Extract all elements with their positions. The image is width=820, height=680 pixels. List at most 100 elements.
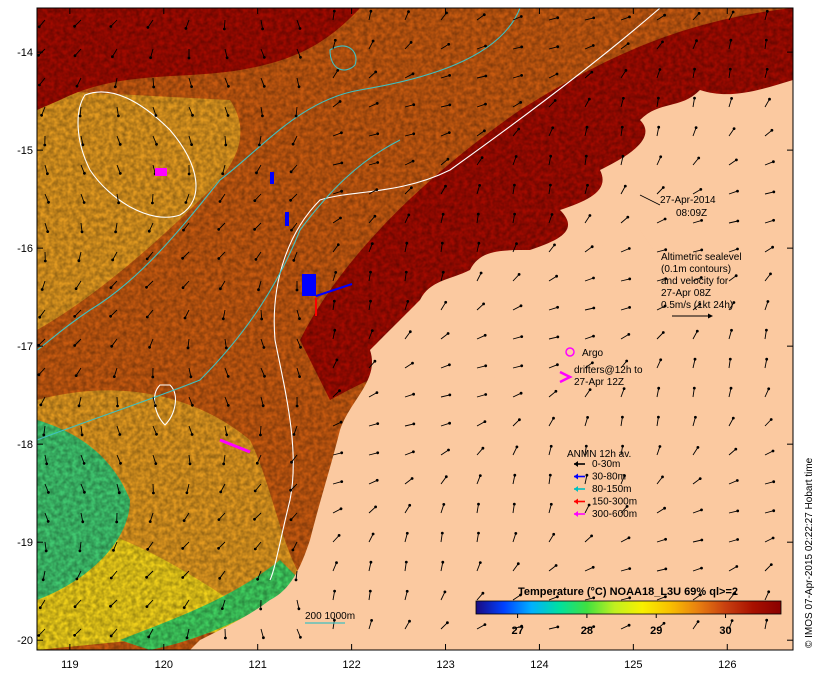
- velocity-arrowhead-363: [217, 518, 221, 521]
- velocity-arrow-140: [548, 185, 551, 195]
- velocity-arrow-44: [114, 77, 118, 87]
- velocity-arrow-355: [728, 480, 738, 485]
- velocity-arrowhead-131: [184, 201, 188, 204]
- velocity-arrow-313: [728, 417, 734, 427]
- velocity-arrow-356: [764, 481, 774, 485]
- velocity-arrow-319: [188, 454, 191, 464]
- velocity-arrowhead-181: [477, 241, 481, 245]
- velocity-arrow-297: [152, 425, 157, 435]
- velocity-arrowhead-151: [147, 229, 151, 233]
- velocity-arrow-107: [116, 164, 121, 174]
- velocity-arrow-167: [764, 219, 774, 224]
- velocity-arrow-341: [220, 483, 226, 493]
- velocity-arrow-75: [476, 103, 486, 108]
- velocity-arrowhead-429: [333, 589, 336, 593]
- velocity-arrow-136: [404, 187, 412, 195]
- velocity-arrowhead-68: [191, 113, 194, 117]
- velocity-arrow-220: [404, 301, 409, 311]
- velocity-arrowhead-192: [109, 286, 113, 289]
- velocity-arrow-203: [548, 275, 557, 282]
- velocity-arrowhead-70: [261, 114, 264, 118]
- velocity-arrow-275: [116, 396, 118, 407]
- velocity-arrow-210: [39, 309, 46, 318]
- velocity-arrowhead-425: [182, 606, 186, 609]
- velocity-arrow-368: [440, 504, 445, 514]
- mooring-cluster-blue: [302, 274, 316, 296]
- velocity-arrowhead-137: [410, 186, 413, 190]
- argo-legend: Argo drifters@12h to 27-Apr 12Z: [559, 347, 643, 388]
- velocity-arrow-272: [764, 359, 768, 369]
- velocity-arrow-112: [290, 164, 298, 173]
- velocity-arrowhead-79: [587, 97, 591, 101]
- velocity-arrowhead-129: [117, 201, 120, 205]
- velocity-arrowhead-271: [693, 357, 697, 361]
- velocity-arrow-123: [692, 157, 700, 166]
- mooring-blue-north: [270, 172, 274, 184]
- velocity-arrowhead-32: [409, 41, 413, 44]
- velocity-arrowhead-205: [592, 276, 595, 280]
- velocity-arrow-68: [224, 106, 229, 116]
- velocity-arrowhead-164: [626, 215, 630, 219]
- velocity-arrow-224: [548, 306, 558, 311]
- velocity-arrowhead-362: [182, 519, 186, 522]
- date-line-2: 08:09Z: [676, 208, 707, 219]
- velocity-arrowhead-14: [519, 15, 523, 18]
- velocity-arrow-152: [218, 222, 226, 230]
- velocity-arrow-86: [116, 135, 121, 145]
- velocity-arrowhead-155: [290, 228, 293, 232]
- velocity-arrowhead-238: [262, 346, 266, 349]
- velocity-arrowhead-334: [696, 446, 700, 449]
- velocity-arrow-246: [584, 335, 594, 340]
- velocity-arrow-146: [764, 191, 774, 195]
- velocity-arrowhead-412: [478, 561, 482, 564]
- velocity-arrowhead-227: [628, 306, 631, 309]
- velocity-arrowhead-40: [695, 39, 698, 43]
- velocity-arrow-428: [332, 591, 336, 601]
- velocity-arrow-286: [512, 392, 522, 398]
- velocity-arrow-141: [584, 185, 588, 195]
- velocity-arrow-389: [440, 533, 443, 543]
- velocity-arrowhead-454: [483, 623, 487, 626]
- velocity-arrow-324: [368, 452, 378, 456]
- velocity-arrow-206: [656, 278, 666, 282]
- velocity-arrow-18: [692, 12, 700, 21]
- velocity-arrowhead-174: [217, 257, 221, 260]
- velocity-arrow-131: [219, 193, 226, 202]
- velocity-arrow-14: [548, 17, 558, 21]
- velocity-arrow-56: [548, 73, 558, 79]
- velocity-arrow-45: [152, 77, 155, 88]
- velocity-arrowhead-366: [339, 507, 343, 511]
- velocity-arrowhead-157: [373, 214, 377, 218]
- velocity-arrowhead-119: [514, 155, 518, 158]
- velocity-arrow-265: [512, 365, 522, 369]
- velocity-arrowhead-456: [556, 625, 560, 629]
- velocity-arrowhead-178: [370, 242, 374, 246]
- velocity-arrow-1: [74, 19, 82, 27]
- velocity-arrow-397: [728, 539, 738, 543]
- velocity-arrow-259: [296, 367, 301, 377]
- velocity-arrowhead-125: [735, 158, 738, 162]
- velocity-arrowhead-122: [621, 154, 625, 158]
- velocity-arrowhead-15: [556, 16, 560, 20]
- velocity-arrowhead-292: [692, 386, 696, 390]
- velocity-arrow-153: [254, 222, 262, 230]
- velocity-arrow-132: [254, 193, 262, 201]
- velocity-arrowhead-171: [111, 258, 115, 262]
- velocity-arrow-62: [764, 69, 768, 79]
- velocity-arrow-399: [42, 570, 46, 580]
- velocity-arrowhead-4: [146, 26, 150, 29]
- argo-label: Argo: [582, 348, 604, 359]
- velocity-arrow-177: [368, 243, 373, 253]
- velocity-arrowhead-124: [697, 156, 701, 160]
- velocity-arrow-249: [692, 330, 698, 340]
- velocity-arrow-59: [656, 69, 661, 79]
- velocity-arrow-367: [404, 505, 411, 514]
- velocity-arrowhead-60: [658, 68, 662, 71]
- velocity-arrow-216: [260, 309, 263, 320]
- velocity-arrowhead-77: [519, 101, 523, 104]
- velocity-arrowhead-332: [621, 444, 624, 448]
- contour-eddy: [77, 91, 197, 218]
- velocity-arrowhead-27: [225, 56, 229, 60]
- velocity-arrowhead-150: [114, 230, 117, 234]
